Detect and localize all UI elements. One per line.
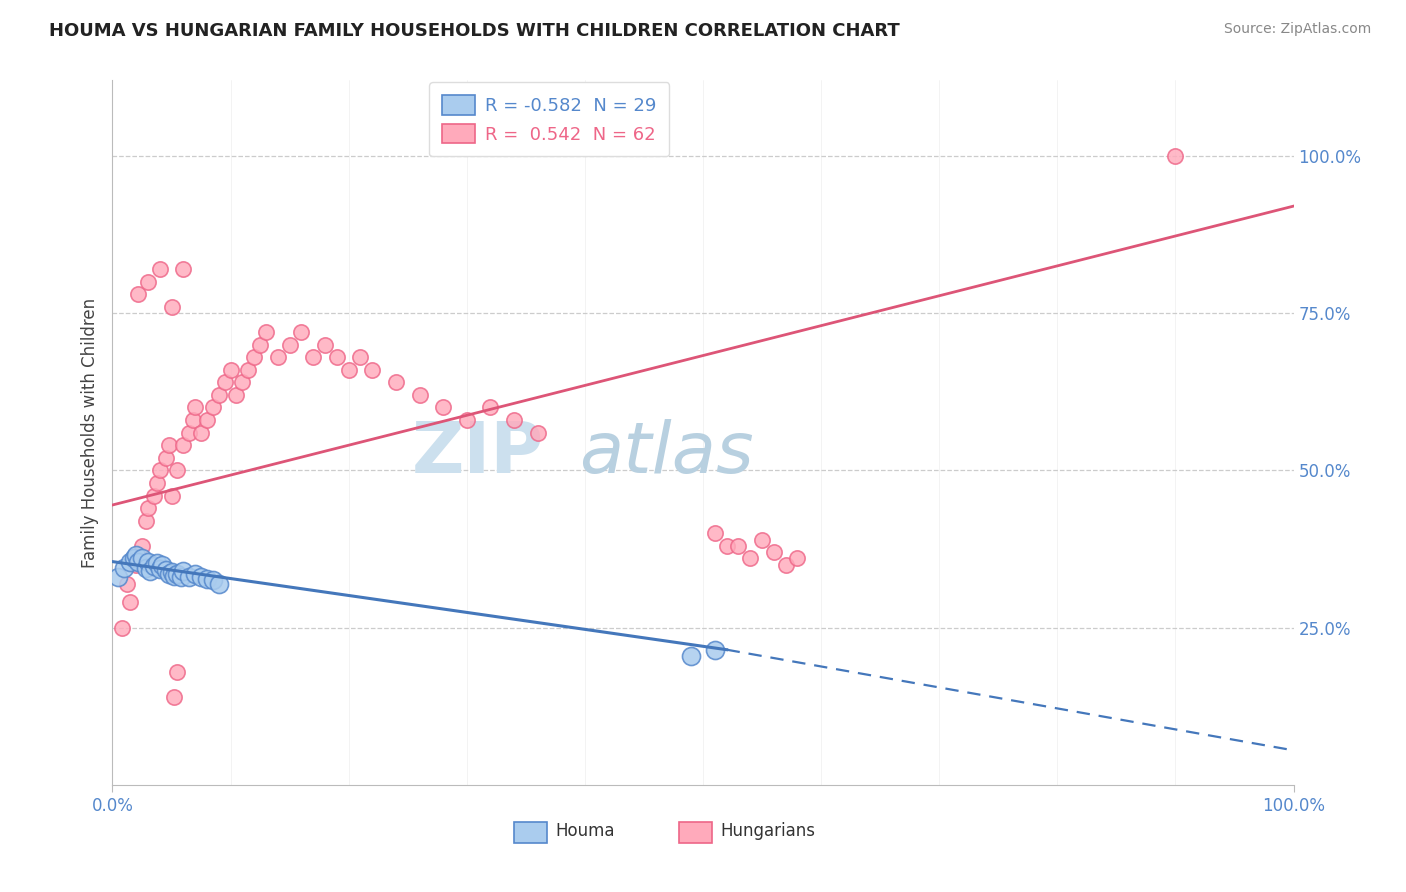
Text: atlas: atlas: [579, 419, 754, 488]
Bar: [515, 822, 547, 843]
Text: ZIP: ZIP: [412, 419, 544, 488]
Bar: [679, 822, 713, 843]
Legend: R = -0.582  N = 29, R =  0.542  N = 62: R = -0.582 N = 29, R = 0.542 N = 62: [429, 82, 669, 156]
Text: Source: ZipAtlas.com: Source: ZipAtlas.com: [1223, 22, 1371, 37]
Text: Houma: Houma: [555, 822, 614, 839]
Text: HOUMA VS HUNGARIAN FAMILY HOUSEHOLDS WITH CHILDREN CORRELATION CHART: HOUMA VS HUNGARIAN FAMILY HOUSEHOLDS WIT…: [49, 22, 900, 40]
Y-axis label: Family Households with Children: Family Households with Children: [80, 298, 98, 567]
Text: Hungarians: Hungarians: [721, 822, 815, 839]
